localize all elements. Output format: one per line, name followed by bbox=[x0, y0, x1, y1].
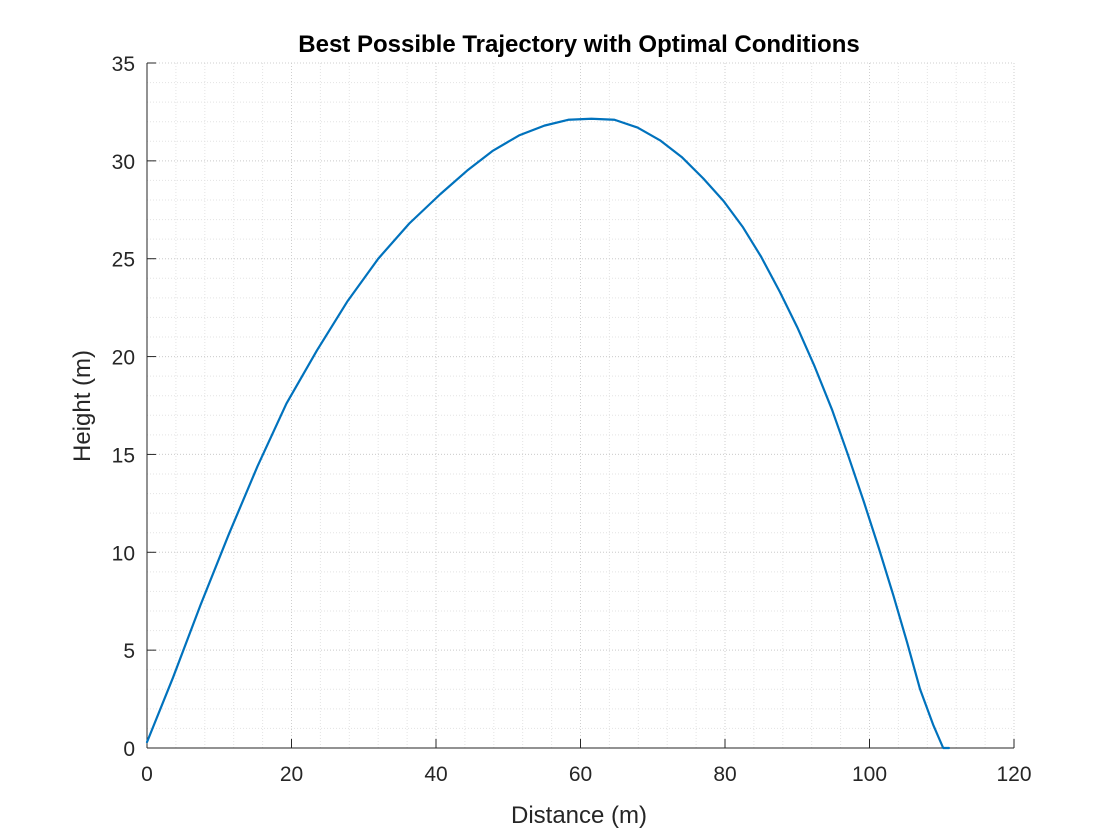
y-tick-label: 5 bbox=[123, 640, 135, 663]
x-tick-label: 0 bbox=[141, 763, 153, 786]
x-tick-label: 80 bbox=[713, 763, 736, 786]
y-axis-label: Height (m) bbox=[69, 350, 96, 462]
x-tick-label: 20 bbox=[280, 763, 303, 786]
tick-labels: 0 20 40 60 80 100 120 0 5 10 15 20 25 30 35 bbox=[112, 53, 1032, 786]
y-tick-label: 0 bbox=[123, 738, 135, 761]
y-tick-label: 25 bbox=[112, 249, 135, 272]
axes bbox=[146, 62, 1015, 749]
chart-title: Best Possible Trajectory with Optimal Co… bbox=[298, 31, 859, 58]
x-tick-label: 40 bbox=[424, 763, 447, 786]
y-tick-label: 20 bbox=[112, 347, 135, 370]
y-tick-label: 30 bbox=[112, 151, 135, 174]
x-tick-label: 60 bbox=[569, 763, 592, 786]
y-tick-label: 35 bbox=[112, 53, 135, 76]
trajectory-line bbox=[145, 117, 951, 750]
y-tick-label: 10 bbox=[112, 542, 135, 565]
y-tick-label: 15 bbox=[112, 444, 135, 467]
x-axis-label: Distance (m) bbox=[511, 802, 647, 829]
x-tick-label: 100 bbox=[852, 763, 887, 786]
series-layer bbox=[145, 117, 951, 750]
x-tick-label: 120 bbox=[996, 763, 1031, 786]
